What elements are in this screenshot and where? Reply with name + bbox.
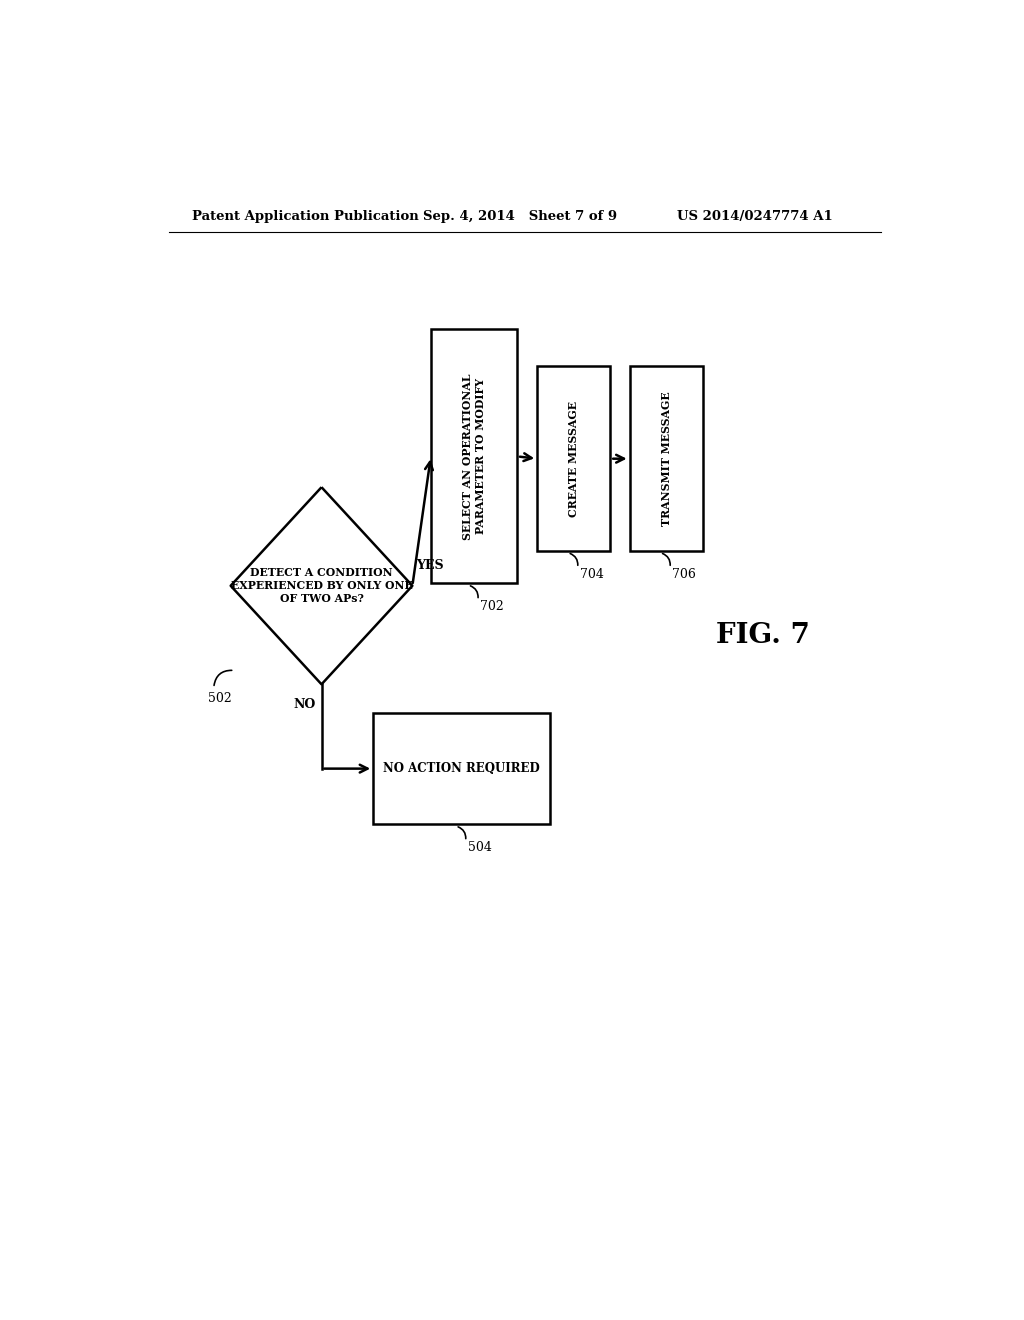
Text: DETECT A CONDITION
EXPERIENCED BY ONLY ONE
OF TWO APs?: DETECT A CONDITION EXPERIENCED BY ONLY O… <box>230 568 413 605</box>
Bar <box>431 330 517 583</box>
Text: Patent Application Publication: Patent Application Publication <box>193 210 419 223</box>
Text: 704: 704 <box>580 568 604 581</box>
Bar <box>373 713 550 825</box>
Text: 706: 706 <box>672 568 696 581</box>
Text: TRANSMIT MESSAGE: TRANSMIT MESSAGE <box>660 392 672 525</box>
Text: Sep. 4, 2014   Sheet 7 of 9: Sep. 4, 2014 Sheet 7 of 9 <box>423 210 617 223</box>
Text: 504: 504 <box>468 841 492 854</box>
Bar <box>630 367 702 552</box>
Text: FIG. 7: FIG. 7 <box>716 622 810 649</box>
Text: 502: 502 <box>208 692 231 705</box>
Text: SELECT AN OPERATIONAL
PARAMETER TO MODIFY: SELECT AN OPERATIONAL PARAMETER TO MODIF… <box>462 374 485 540</box>
Bar <box>538 367 610 552</box>
Text: CREATE MESSAGE: CREATE MESSAGE <box>568 401 580 516</box>
Text: 702: 702 <box>480 601 504 614</box>
Text: US 2014/0247774 A1: US 2014/0247774 A1 <box>677 210 833 223</box>
Text: NO ACTION REQUIRED: NO ACTION REQUIRED <box>383 762 540 775</box>
Text: NO: NO <box>293 698 315 711</box>
Text: YES: YES <box>416 558 443 572</box>
